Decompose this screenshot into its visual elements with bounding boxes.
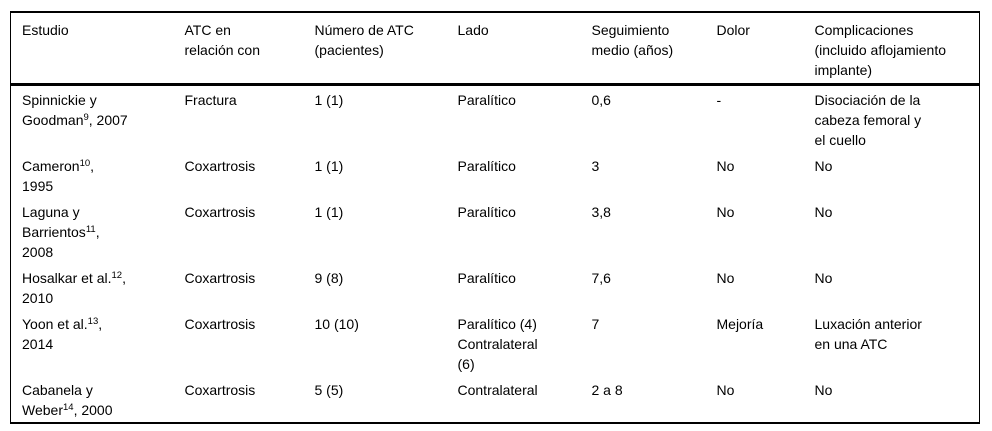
cell-atc_relacion: Coxartrosis [184,382,256,398]
cell-estudio: Laguna y Barrientos11, 2008 [22,204,100,260]
cell-seguimiento: 7 [591,316,600,332]
cell-lado: Paralítico [457,92,516,108]
cell-complicaciones: Luxación anterior en una ATC [814,316,922,352]
cell-dolor: - [716,92,722,108]
cell-seguimiento: 0,6 [591,92,611,108]
cell-estudio: Yoon et al.13, 2014 [22,316,103,352]
cell-complicaciones: No [814,270,833,286]
cell-estudio: Hosalkar et al.12, 2010 [22,270,126,306]
cell-lado: Paralítico (4) Contralateral (6) [457,316,538,372]
cell-numero_atc: 10 (10) [314,316,359,332]
cell-lado: Paralítico [457,158,516,174]
column-header-seguimiento: Seguimiento medio (años) [580,12,706,86]
header-row: Estudio ATC en relación con Número de ATC … [10,12,980,86]
table-header: Estudio ATC en relación con Número de ATC … [10,12,980,86]
cell-numero_atc: 1 (1) [314,158,344,174]
cell-complicaciones: Disociación de la cabeza femoral y el cu… [814,92,922,148]
column-header-estudio: Estudio [10,12,174,86]
cell-numero_atc: 1 (1) [314,92,344,108]
citation-superscript: 10 [79,158,91,169]
cell-dolor: No [716,204,735,220]
cell-atc_relacion: Coxartrosis [184,270,256,286]
cell-atc_relacion: Coxartrosis [184,158,256,174]
cell-estudio: Spinnickie y Goodman9, 2007 [22,92,128,128]
table-row: Spinnickie y Goodman9, 2007 Fractura 1 (1)… [11,85,980,153]
cell-numero_atc: 1 (1) [314,204,344,220]
cell-dolor: No [716,158,735,174]
table-row: Hosalkar et al.12, 2010 Coxartrosis 9 (8) P… [11,264,980,310]
cell-atc_relacion: Coxartrosis [184,204,256,220]
cell-complicaciones: No [814,158,833,174]
cell-numero_atc: 5 (5) [314,382,344,398]
column-header-dolor: Dolor [705,12,804,86]
column-header-atc_relacion: ATC en relación con [173,12,304,86]
cell-dolor: No [716,270,735,286]
cell-numero_atc: 9 (8) [314,270,344,286]
citation-superscript: 9 [83,112,89,123]
cell-estudio: Cabanela y Weber14, 2000 [22,382,113,418]
cell-atc_relacion: Fractura [184,92,237,108]
cell-seguimiento: 7,6 [591,270,611,286]
column-header-lado: Lado [446,12,581,86]
citation-superscript: 14 [62,402,74,413]
cell-complicaciones: No [814,204,833,220]
citation-superscript: 13 [87,316,99,327]
cell-dolor: Mejoría [716,316,764,332]
citation-superscript: 11 [85,224,96,235]
cell-seguimiento: 3 [591,158,600,174]
cell-lado: Paralítico [457,204,516,220]
table-row: Laguna y Barrientos11, 2008 Coxartrosis 1 … [11,198,980,264]
cell-lado: Paralítico [457,270,516,286]
studies-table: Estudio ATC en relación con Número de ATC … [10,11,980,424]
table-row: Yoon et al.13, 2014 Coxartrosis 10 (10) Par… [11,310,980,376]
column-header-complicaciones: Complicaciones (incluido aflojamiento im… [803,12,980,86]
studies-table-container: Estudio ATC en relación con Número de ATC … [10,11,980,424]
column-header-numero_atc: Número de ATC (pacientes) [303,12,447,86]
cell-seguimiento: 2 a 8 [591,382,623,398]
table-row: Cameron10, 1995 Coxartrosis 1 (1) Paralític… [11,152,980,198]
cell-estudio: Cameron10, 1995 [22,158,95,194]
cell-complicaciones: No [814,382,833,398]
cell-lado: Contralateral [457,382,538,398]
cell-seguimiento: 3,8 [591,204,611,220]
cell-dolor: No [716,382,735,398]
table-row: Cabanela y Weber14, 2000 Coxartrosis 5 (5)… [11,376,980,423]
citation-superscript: 12 [111,270,123,281]
cell-atc_relacion: Coxartrosis [184,316,256,332]
table-body: Spinnickie y Goodman9, 2007 Fractura 1 (1)… [11,85,980,424]
